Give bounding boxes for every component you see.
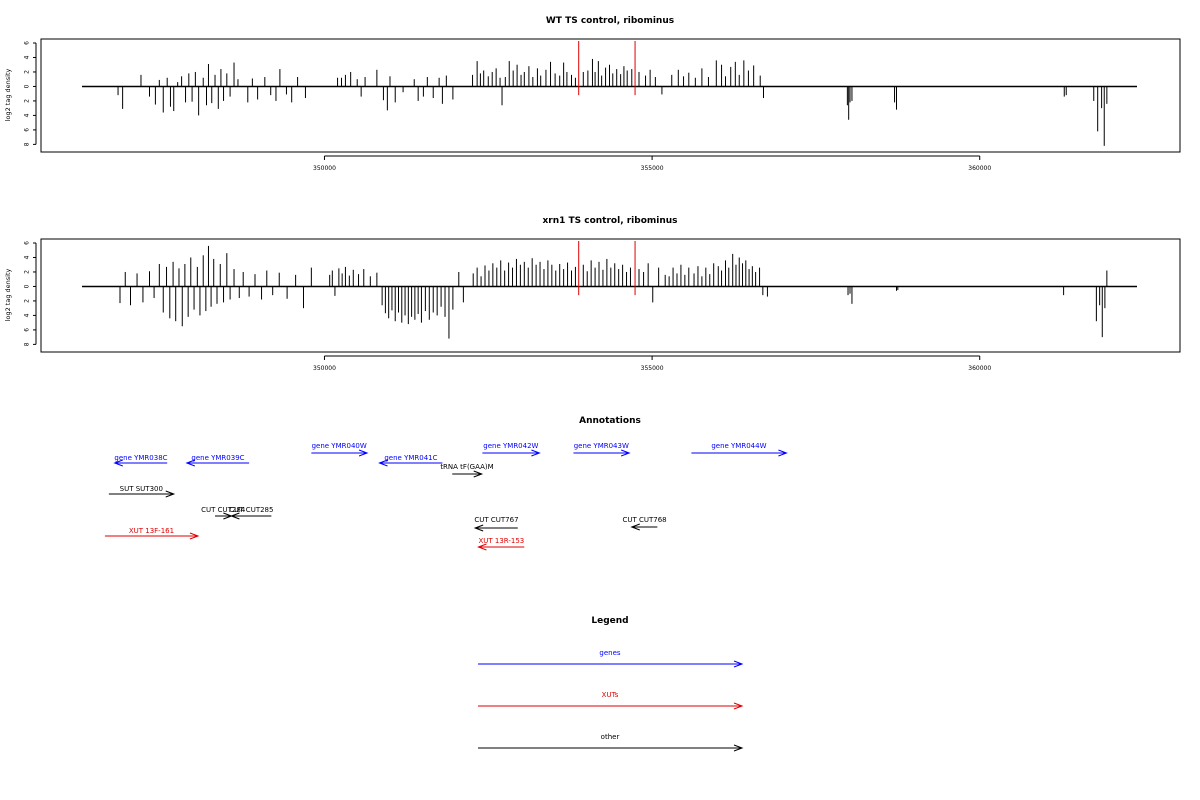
annotation-feature: gene YMR042W: [482, 442, 541, 457]
annotation-feature: XUT 13F-161: [104, 527, 200, 540]
legend: Legend genes XUTs other: [478, 616, 744, 752]
data-marks: [82, 41, 1137, 146]
x-tick-label: 355000: [641, 365, 664, 372]
y-tick-label: 4: [24, 313, 31, 317]
x-tick-label: 360000: [968, 165, 991, 172]
arrowhead-icon: [620, 449, 631, 457]
annotation-feature: gene YMR039C: [185, 454, 250, 467]
arrowhead-icon: [733, 660, 744, 668]
annotation-feature: CUT CUT768: [622, 516, 667, 531]
y-tick-label: 0: [24, 84, 31, 88]
arrowhead-icon: [477, 543, 487, 551]
annotations-track: Annotations gene YMR038C gene YMR039Cgene…: [104, 416, 788, 551]
arrowhead-icon: [189, 532, 200, 540]
annotation-feature: XUT 13R-153: [477, 537, 525, 551]
feature-label: CUT CUT768: [622, 516, 666, 524]
annotation-features: gene YMR038C gene YMR039C gene YMR040W gene…: [104, 442, 788, 551]
y-tick-label: 6: [24, 41, 31, 45]
annotation-feature: tRNA tF(GAA)M: [440, 463, 494, 478]
x-tick-label: 350000: [313, 365, 336, 372]
y-tick-label: 4: [24, 55, 31, 59]
arrowhead-icon: [778, 449, 788, 457]
annotation-feature: gene YMR041C: [378, 454, 443, 467]
y-axis-label: log2 tag density: [4, 69, 12, 122]
arrowhead-icon: [473, 470, 484, 478]
x-axis: 350000 355000 360000: [313, 355, 991, 372]
arrowhead-icon: [630, 523, 640, 531]
feature-label: CUT CUT284: [201, 506, 246, 514]
legend-entry: XUTs: [478, 691, 744, 710]
feature-label: CUT CUT285: [229, 506, 273, 514]
feature-label: gene YMR041C: [384, 454, 437, 462]
legend-label: other: [601, 733, 620, 741]
feature-label: CUT CUT767: [474, 516, 518, 524]
arrowhead-icon: [229, 512, 240, 520]
y-tick-label: 2: [24, 99, 31, 103]
feature-label: gene YMR043W: [574, 442, 629, 450]
arrowhead-icon: [165, 490, 176, 498]
plot-frame: [40, 238, 1181, 353]
feature-label: gene YMR040W: [312, 442, 367, 450]
annotations-title: Annotations: [579, 416, 641, 426]
arrowhead-icon: [473, 524, 484, 532]
y-tick-label: 4: [24, 255, 31, 259]
legend-entries: genes XUTs other: [478, 649, 744, 752]
y-tick-label: 8: [24, 342, 31, 346]
annotation-feature: gene YMR044W: [691, 442, 788, 457]
plot-frame: [40, 38, 1181, 153]
y-axis-label: log2 tag density: [4, 269, 12, 322]
xrn1-density-panel: xrn1 TS control, ribominus log2 tag dens…: [4, 216, 1181, 372]
legend-title: Legend: [591, 616, 628, 626]
x-tick-label: 360000: [968, 365, 991, 372]
annotation-feature: gene YMR038C: [113, 454, 168, 467]
annotation-feature: gene YMR043W: [573, 442, 631, 457]
y-tick-label: 2: [24, 270, 31, 274]
legend-entry: other: [478, 733, 744, 752]
feature-label: XUT 13F-161: [129, 527, 174, 535]
y-tick-label: 6: [24, 241, 31, 245]
legend-label: genes: [599, 649, 620, 657]
feature-label: gene YMR039C: [191, 454, 244, 462]
annotation-feature: CUT CUT767: [473, 516, 519, 532]
y-axis: 8 6 4 2 0 2 4 6: [24, 41, 37, 146]
arrowhead-icon: [378, 459, 388, 467]
annotation-feature: SUT SUT300: [108, 485, 176, 498]
arrowhead-icon: [531, 449, 541, 457]
wt-density-panel: WT TS control, ribominus log2 tag densit…: [4, 16, 1181, 172]
y-tick-label: 4: [24, 113, 31, 117]
x-tick-label: 350000: [313, 165, 336, 172]
data-marks: [82, 241, 1137, 339]
feature-label: XUT 13R-153: [478, 537, 524, 545]
x-axis: 350000 355000 360000: [313, 155, 991, 172]
y-tick-label: 2: [24, 299, 31, 303]
panel-title: xrn1 TS control, ribominus: [542, 216, 677, 226]
annotation-feature: gene YMR040W: [311, 442, 369, 457]
annotation-feature: CUT CUT285: [229, 506, 273, 520]
arrowhead-icon: [113, 459, 123, 467]
y-tick-label: 6: [24, 128, 31, 132]
arrowhead-icon: [358, 449, 369, 457]
y-tick-label: 6: [24, 328, 31, 332]
y-axis: 8 6 4 2 0 2 4 6: [24, 241, 37, 346]
x-tick-label: 355000: [641, 165, 664, 172]
feature-label: gene YMR044W: [711, 442, 766, 450]
feature-label: gene YMR042W: [483, 442, 538, 450]
legend-label: XUTs: [602, 691, 619, 699]
arrowhead-icon: [733, 702, 744, 710]
y-tick-label: 8: [24, 142, 31, 146]
panel-title: WT TS control, ribominus: [546, 16, 674, 26]
arrowhead-icon: [733, 744, 744, 752]
y-tick-label: 2: [24, 70, 31, 74]
y-tick-label: 0: [24, 284, 31, 288]
legend-entry: genes: [478, 649, 744, 668]
arrowhead-icon: [185, 459, 196, 467]
feature-label: gene YMR038C: [114, 454, 167, 462]
feature-label: tRNA tF(GAA)M: [440, 463, 493, 471]
feature-label: SUT SUT300: [120, 485, 163, 493]
